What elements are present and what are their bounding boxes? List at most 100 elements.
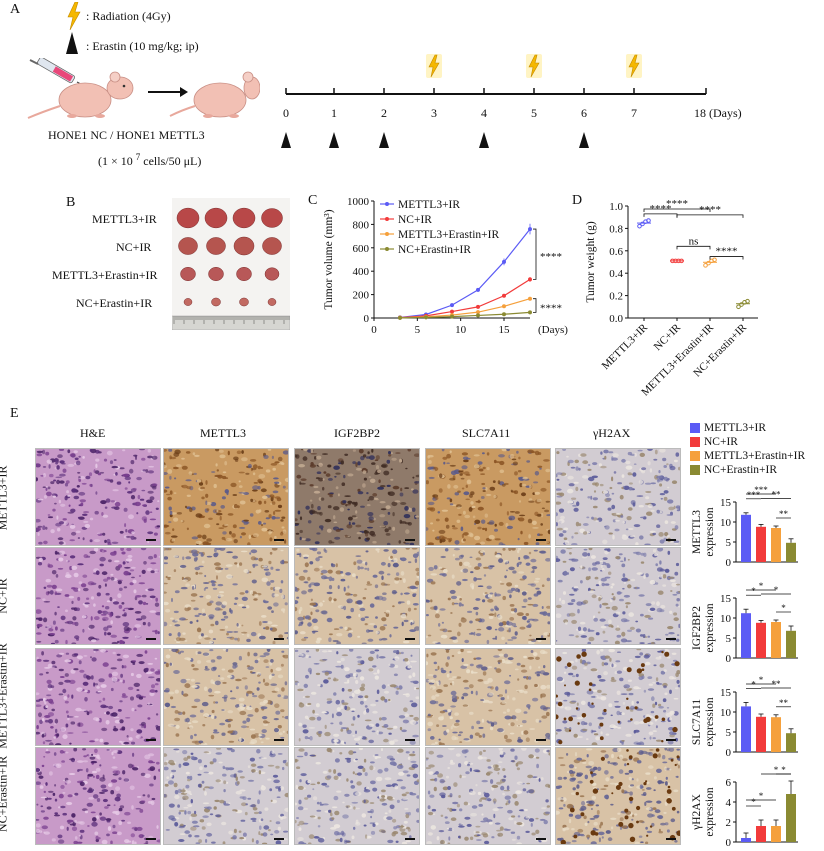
series-line [399, 228, 531, 319]
tumor-sample [232, 207, 256, 229]
data-point [745, 298, 750, 304]
significance-bracket [676, 245, 711, 250]
y-axis-label: Tumor volume (mm³) [323, 209, 335, 309]
x-tick-label: 5 [415, 324, 421, 336]
legend-label: METTL3+IR [704, 422, 767, 434]
scale-bar [146, 638, 156, 640]
y-tick-label: 15 [720, 687, 732, 699]
panel-c-letter: C [308, 193, 318, 208]
panel-b-letter: B [66, 195, 76, 210]
data-point [450, 303, 454, 308]
tumor-sample [208, 267, 224, 281]
panel-e-legend: METTL3+IR NC+IR METTL3+Erastin+IR NC+Era… [690, 421, 805, 477]
y-tick-label: 5 [726, 633, 732, 645]
data-point [528, 277, 532, 282]
legend-item: NC+Erastin+IR [690, 463, 805, 477]
significance-label: * [774, 585, 779, 595]
bar [786, 630, 796, 658]
y-tick-label: 0.6 [609, 246, 623, 258]
legend-item: METTL3+IR [690, 421, 805, 435]
scale-bar [405, 539, 415, 541]
y-tick-label: 0 [364, 313, 370, 325]
arrow-icon [148, 87, 188, 97]
data-point [450, 314, 454, 319]
ihc-image [294, 747, 420, 845]
ihc-image [163, 747, 289, 845]
ihc-image [555, 448, 681, 546]
tumor-volume-chart: 0 200 400 600 800 1000 0 5 10 15 (Days) Tumor volum… [323, 196, 568, 336]
column-he: H&E [80, 426, 106, 440]
tumor-sample [180, 267, 196, 281]
data-point [502, 304, 506, 309]
significance-label: **** [540, 251, 562, 263]
x-axis-label: (Days) [538, 324, 568, 336]
scale-bar [536, 739, 546, 741]
y-tick-label: 0 [726, 837, 732, 849]
scale-bar [274, 739, 284, 741]
arrowhead-icon [66, 32, 78, 54]
scale-bar [666, 739, 676, 741]
significance-label: * [759, 675, 764, 685]
scale-bar [536, 838, 546, 840]
significance-label: * [751, 797, 756, 807]
data-point [703, 263, 708, 268]
tumor-sample [261, 208, 283, 228]
data-point [739, 302, 744, 307]
tumor-sample [267, 298, 277, 306]
y-axis-label: expression [704, 787, 716, 836]
legend-item: NC+IR [690, 435, 805, 449]
scale-bar [666, 838, 676, 840]
y-tick-label: 0 [726, 653, 732, 665]
data-point [424, 315, 428, 320]
timeline-label: 4 [481, 106, 487, 120]
tumor-sample [178, 237, 198, 255]
dose-label: (1 × 10 7 cells/50 μL) [98, 152, 201, 169]
significance-label: * [781, 603, 786, 613]
scale-bar [405, 838, 415, 840]
y-tick-label: 1000 [347, 196, 370, 208]
y-tick-label: 5 [726, 727, 732, 739]
legend-swatch [690, 437, 700, 447]
scale-bar [536, 638, 546, 640]
legend-swatch [690, 423, 700, 433]
ihc-image [425, 747, 551, 845]
legend-swatch [690, 451, 700, 461]
significance-label: ** [779, 509, 789, 519]
ihc-image [163, 448, 289, 546]
series-line [399, 278, 531, 319]
scale-bar [146, 539, 156, 541]
ihc-image [294, 648, 420, 746]
panel-a-letter: A [10, 2, 21, 17]
significance-label: **** [699, 204, 721, 216]
y-tick-label: 0.4 [609, 268, 623, 280]
tumor-sample [239, 297, 249, 307]
panel-d-letter: D [572, 193, 583, 208]
data-point [450, 309, 454, 314]
treatment-timeline: 0 1 2 3 4 5 6 7 18 (Days) [281, 54, 742, 148]
y-tick-label: 10 [720, 517, 732, 529]
data-point [528, 310, 532, 315]
bar [771, 826, 781, 842]
lightning-icon [67, 2, 81, 30]
y-axis-label: expression [704, 507, 716, 556]
ihc-image [35, 547, 161, 645]
bar [741, 838, 751, 842]
scale-bar [274, 539, 284, 541]
column-mettl3: METTL3 [200, 426, 246, 440]
y-tick-label: 10 [720, 707, 732, 719]
y-tick-label: 0.8 [609, 223, 623, 235]
data-point [502, 293, 506, 298]
significance-label: * [759, 581, 764, 591]
y-axis-label: γH2AX [691, 793, 703, 830]
significance-label: **** [666, 198, 688, 210]
significance-label: ** [779, 698, 789, 708]
tumor-sample [211, 297, 221, 307]
y-tick-label: 0 [726, 557, 732, 569]
significance-label: *** [754, 485, 768, 495]
legend-label: METTL3+Erastin+IR [398, 229, 499, 241]
legend-label: NC+Erastin+IR [704, 464, 778, 476]
y-tick-label: 400 [353, 266, 370, 278]
data-point [679, 258, 684, 264]
y-tick-label: 5 [726, 537, 732, 549]
data-point [676, 258, 681, 264]
